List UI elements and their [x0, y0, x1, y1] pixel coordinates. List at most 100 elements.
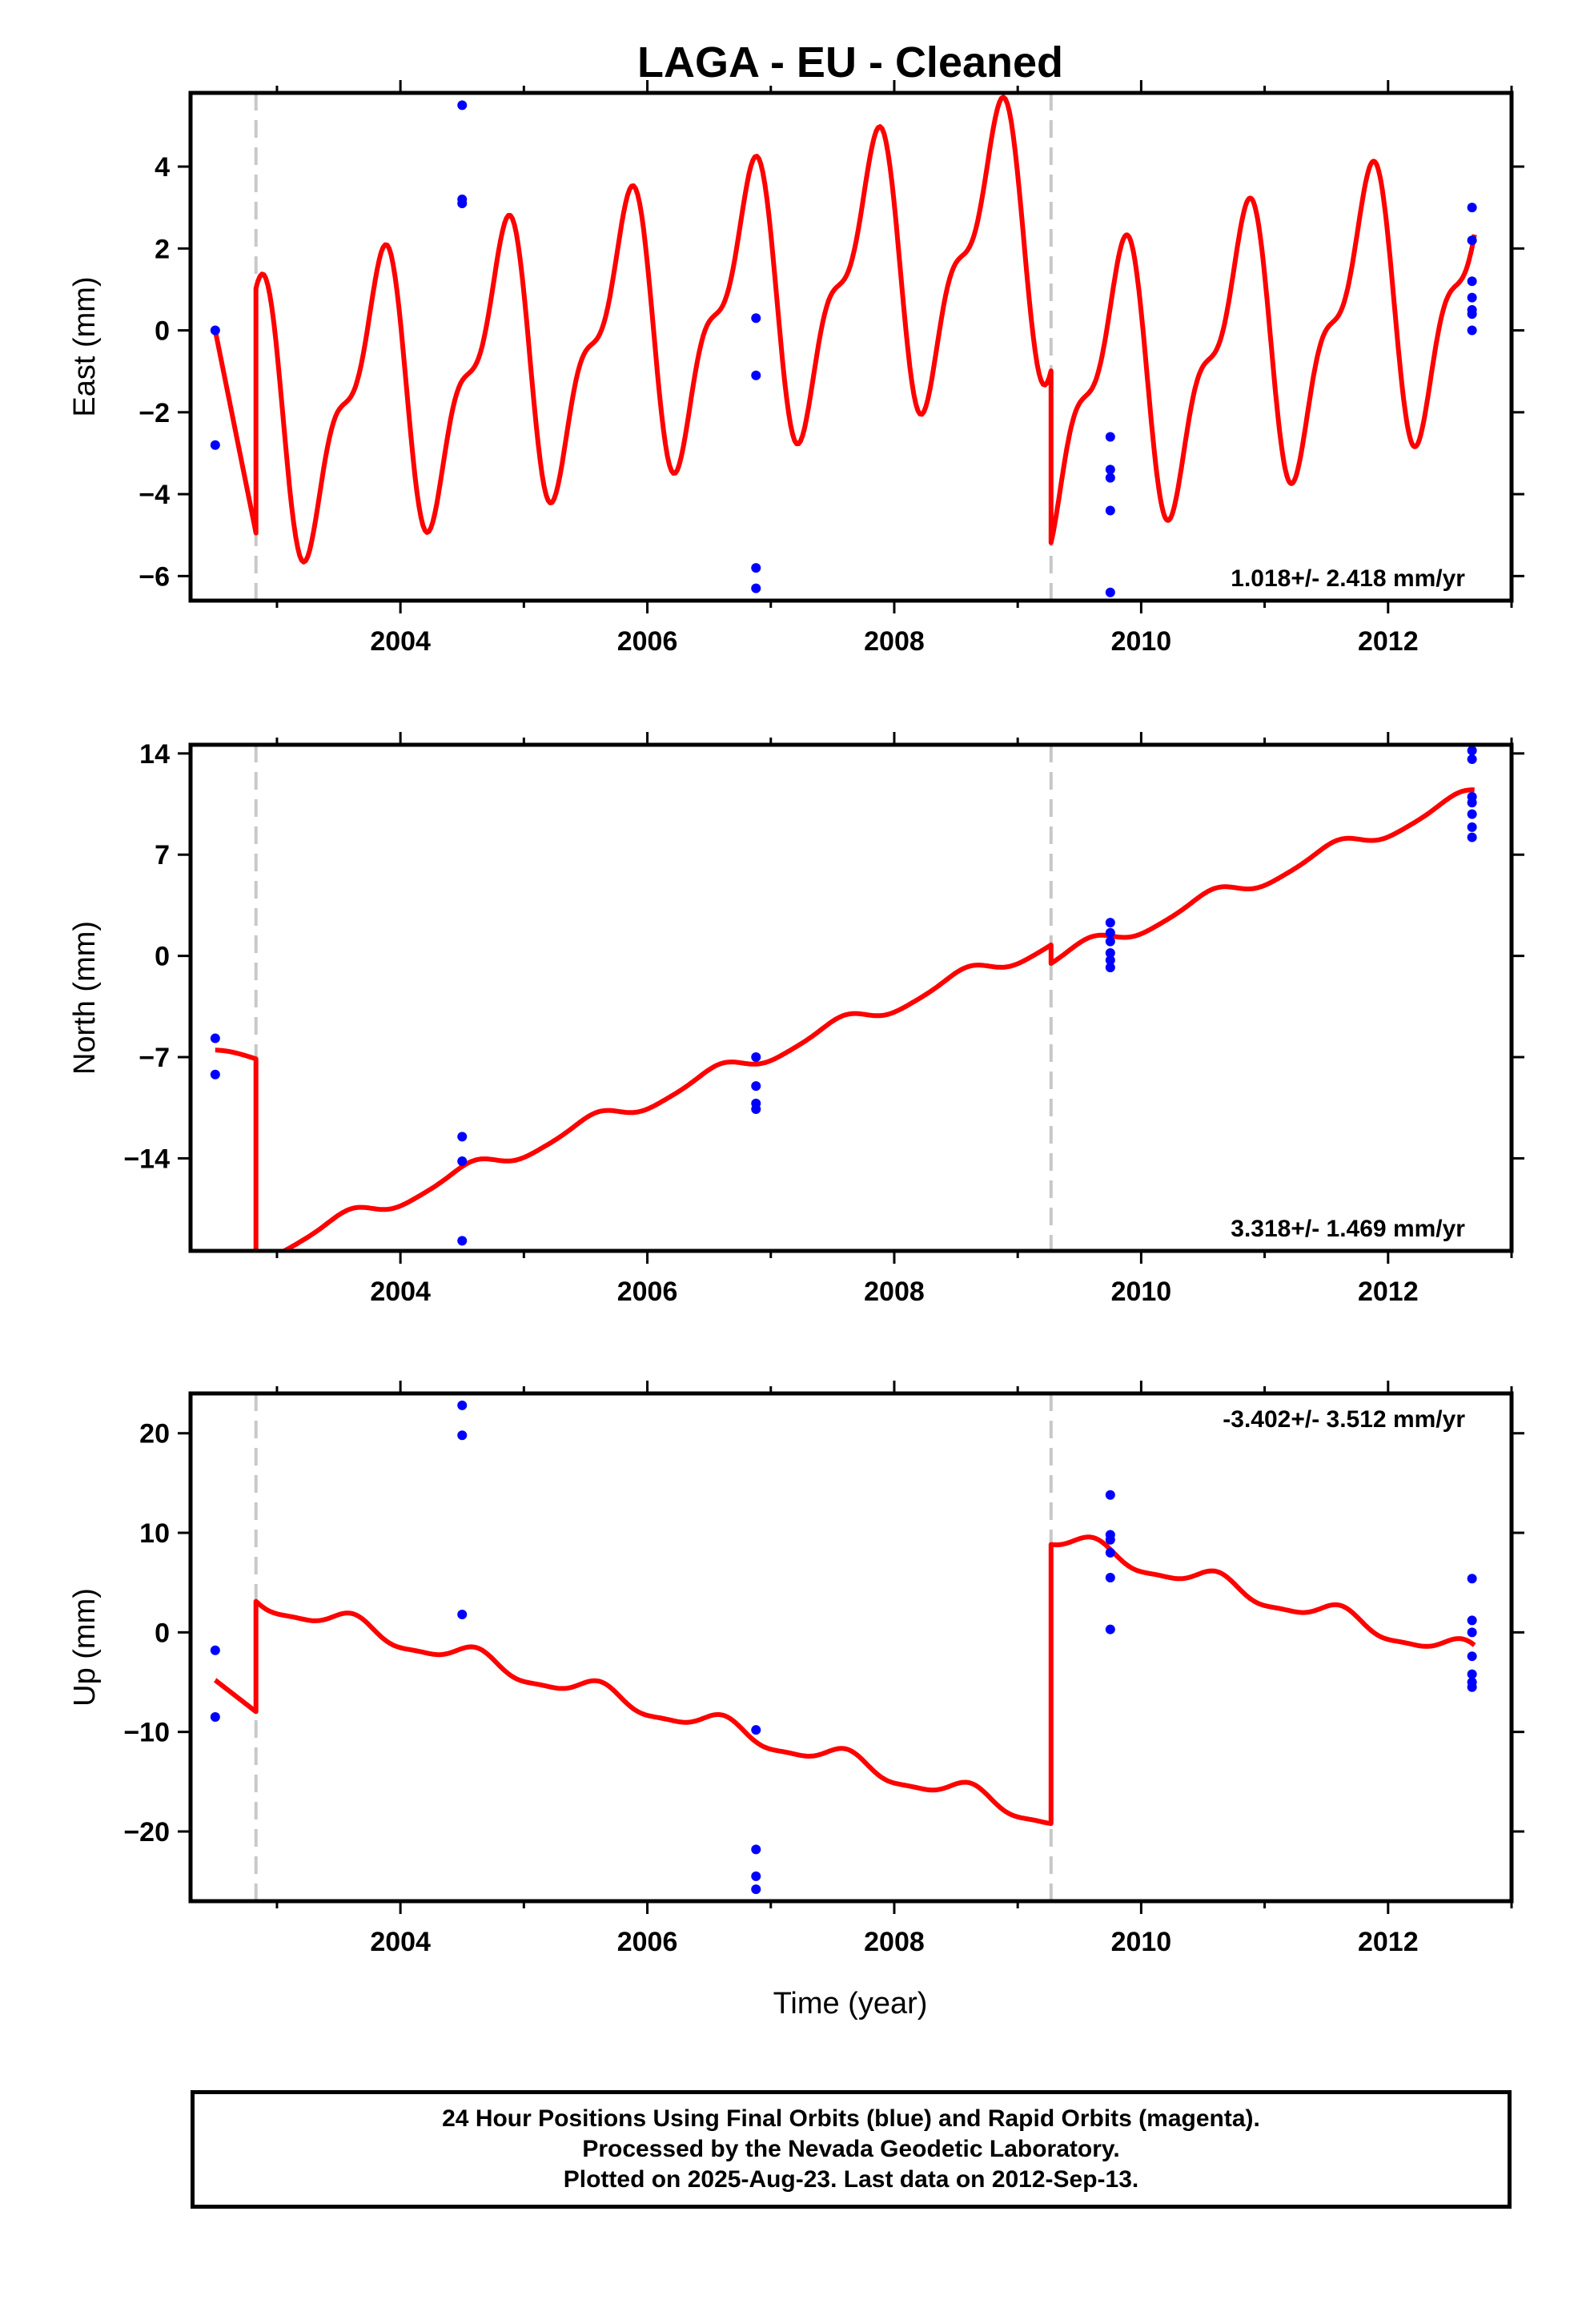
- x-tick-label-north-2010: 2010: [1111, 1277, 1172, 1307]
- rate-label-north: 3.318+/- 1.469 mm/yr: [1231, 1216, 1465, 1242]
- x-tick-label-up-2010: 2010: [1111, 1927, 1172, 1957]
- model-curve-east: [212, 94, 1477, 565]
- point-up-17: [1467, 1627, 1477, 1638]
- x-tick-label-north-2004: 2004: [370, 1277, 431, 1307]
- point-north-15: [1467, 746, 1477, 756]
- point-north-10: [1105, 927, 1115, 938]
- rate-label-up: -3.402+/- 3.512 mm/yr: [1223, 1406, 1465, 1433]
- point-up-16: [1467, 1615, 1477, 1626]
- point-east-11: [1105, 472, 1115, 483]
- point-up-6: [751, 1844, 761, 1855]
- point-north-13: [1105, 955, 1115, 966]
- y-axis-label-north: North (mm): [68, 921, 102, 1075]
- point-north-16: [1467, 754, 1477, 765]
- x-tick-label-north-2008: 2008: [864, 1277, 925, 1307]
- point-up-7: [751, 1871, 761, 1881]
- point-up-8: [751, 1884, 761, 1895]
- point-east-6: [751, 370, 761, 380]
- point-up-2: [457, 1400, 468, 1410]
- x-tick-label-up-2012: 2012: [1358, 1927, 1419, 1957]
- x-tick-label-east-2008: 2008: [864, 626, 925, 657]
- y-tick-label-up--10: −10: [123, 1718, 170, 1748]
- point-up-13: [1105, 1572, 1115, 1582]
- point-up-19: [1467, 1669, 1477, 1679]
- point-north-4: [457, 1236, 468, 1246]
- point-east-15: [1467, 235, 1477, 246]
- y-tick-label-east-2: 2: [155, 234, 170, 264]
- point-north-3: [457, 1156, 468, 1167]
- point-north-21: [1467, 832, 1477, 842]
- y-tick-label-east-0: 0: [155, 316, 170, 347]
- model-curve-north: [213, 787, 1476, 1251]
- point-up-1: [210, 1712, 220, 1723]
- point-up-14: [1105, 1624, 1115, 1634]
- point-east-2: [457, 100, 468, 111]
- point-up-21: [1467, 1682, 1477, 1692]
- point-up-3: [457, 1430, 468, 1441]
- point-east-16: [1467, 276, 1477, 287]
- y-tick-label-north--14: −14: [123, 1144, 170, 1174]
- point-east-14: [1467, 203, 1477, 213]
- panel-up: 2004 2006 2008 2010 2012 −20 −10 0 10 20 Up (mm) -3…: [68, 1381, 1524, 1957]
- y-tick-label-up-0: 0: [155, 1618, 170, 1648]
- point-east-12: [1105, 505, 1115, 516]
- footer-line-2: Processed by the Nevada Geodetic Laborat…: [582, 2136, 1120, 2162]
- y-tick-label-north-7: 7: [155, 840, 170, 870]
- y-tick-label-up-20: 20: [139, 1419, 170, 1449]
- y-tick-label-north-14: 14: [139, 739, 170, 770]
- point-north-9: [1105, 918, 1115, 928]
- point-up-18: [1467, 1651, 1477, 1662]
- point-east-17: [1467, 292, 1477, 303]
- footer-caption: 24 Hour Positions Using Final Orbits (bl…: [191, 2090, 1512, 2209]
- point-up-4: [457, 1609, 468, 1619]
- point-east-13: [1105, 587, 1115, 597]
- point-north-18: [1467, 798, 1477, 808]
- point-north-2: [457, 1132, 468, 1142]
- point-north-12: [1105, 948, 1115, 959]
- x-tick-label-east-2006: 2006: [617, 626, 678, 657]
- point-north-11: [1105, 936, 1115, 947]
- point-up-12: [1105, 1547, 1115, 1558]
- x-tick-label-east-2010: 2010: [1111, 626, 1172, 657]
- plot-frame-up: [188, 1391, 1514, 1904]
- x-tick-label-north-2006: 2006: [617, 1277, 678, 1307]
- point-east-4: [457, 199, 468, 209]
- point-north-8: [751, 1104, 761, 1115]
- chart-title: LAGA - EU - Cleaned: [637, 38, 1063, 86]
- y-tick-label-east--2: −2: [139, 398, 170, 428]
- point-east-20: [1467, 325, 1477, 336]
- point-east-1: [210, 440, 220, 450]
- y-tick-label-up--20: −20: [123, 1817, 170, 1848]
- point-up-15: [1467, 1574, 1477, 1584]
- y-tick-label-east-4: 4: [155, 152, 170, 183]
- model-curve-up: [213, 1534, 1476, 1827]
- plot-frame-east: [188, 90, 1514, 603]
- x-tick-label-east-2012: 2012: [1358, 626, 1419, 657]
- point-up-9: [1105, 1490, 1115, 1500]
- y-axis-label-up: Up (mm): [68, 1588, 102, 1707]
- point-north-0: [210, 1033, 220, 1043]
- point-up-5: [751, 1725, 761, 1735]
- y-tick-label-up-10: 10: [139, 1518, 170, 1549]
- point-up-11: [1105, 1534, 1115, 1545]
- point-north-20: [1467, 822, 1477, 832]
- point-east-8: [751, 583, 761, 593]
- y-axis-label-east: East (mm): [68, 276, 102, 416]
- x-tick-label-north-2012: 2012: [1358, 1277, 1419, 1307]
- point-up-0: [210, 1645, 220, 1655]
- y-tick-label-east--6: −6: [139, 561, 170, 592]
- y-tick-label-east--4: −4: [139, 480, 170, 510]
- rate-label-east: 1.018+/- 2.418 mm/yr: [1231, 565, 1465, 592]
- point-north-5: [751, 1052, 761, 1063]
- x-tick-label-east-2004: 2004: [370, 626, 431, 657]
- point-north-14: [1105, 963, 1115, 973]
- y-tick-label-north-0: 0: [155, 942, 170, 972]
- point-east-10: [1105, 464, 1115, 475]
- panel-north: 2004 2006 2008 2010 2012 −14 −7 0 7 14 North (mm) 3…: [68, 732, 1524, 1307]
- x-tick-label-up-2006: 2006: [617, 1927, 678, 1957]
- plot-frame-north: [188, 742, 1514, 1253]
- x-axis-label: Time (year): [773, 1987, 928, 2020]
- point-east-7: [751, 563, 761, 573]
- point-east-5: [751, 313, 761, 324]
